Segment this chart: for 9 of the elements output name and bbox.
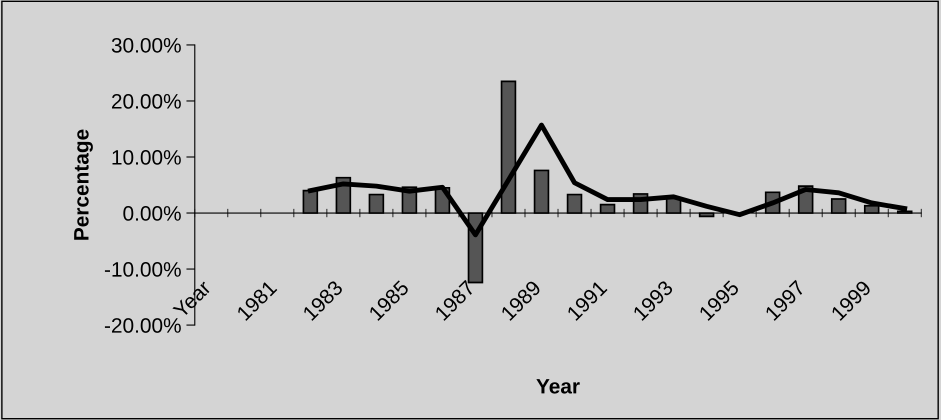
y-tick-label: 20.00% — [112, 94, 181, 109]
y-tick-label: 30.00% — [112, 38, 181, 53]
y-tick-label: 10.00% — [112, 150, 181, 165]
x-tick-label: Year — [172, 279, 212, 319]
x-axis-title: Year — [536, 379, 580, 394]
y-tick-label: -10.00% — [104, 262, 181, 277]
y-tick-label: 0.00% — [123, 206, 181, 221]
y-tick-label: -20.00% — [104, 318, 181, 333]
y-axis-title: Percentage — [74, 130, 93, 240]
